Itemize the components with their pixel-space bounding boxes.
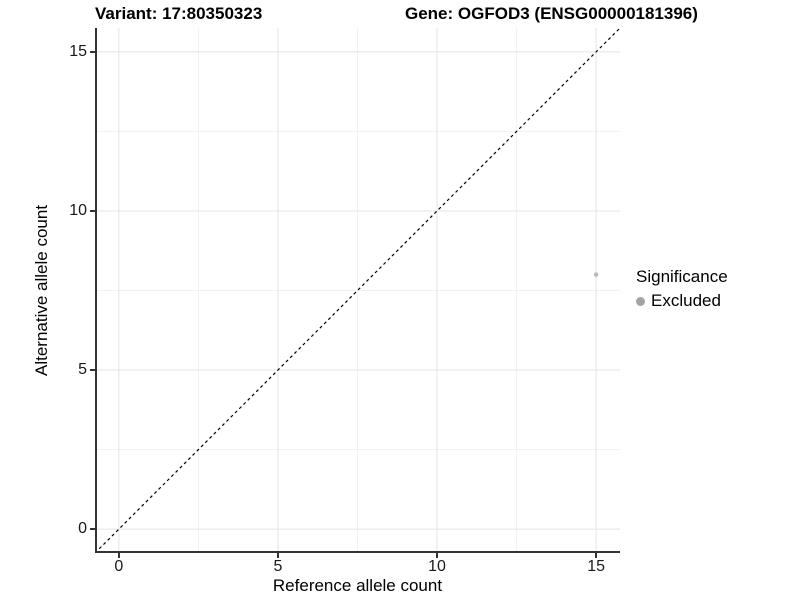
y-tick-mark [90,369,95,372]
y-tick-mark [90,528,95,531]
legend-title: Significance [636,267,728,286]
data-point [593,272,599,277]
x-tick-mark [276,553,279,558]
y-tick-label: 0 [78,520,87,538]
y-tick-label: 5 [78,361,87,379]
x-tick-mark [117,553,120,558]
x-tick-label: 15 [587,558,606,575]
y-axis-title: Alternative allele count [32,204,51,377]
y-tick-label: 15 [69,42,87,60]
identity-line [95,28,620,553]
y-tick-label: 10 [69,201,87,219]
x-axis-title: Reference allele count [272,576,443,595]
legend-point-swatch [636,296,645,306]
x-tick-mark [436,553,439,558]
legend-entry-excluded: Excluded [636,291,728,311]
y-tick-mark [90,50,95,53]
legend-entry-label: Excluded [651,291,721,310]
x-tick-mark [595,553,598,558]
plot-panel [95,28,620,553]
gene-title: Gene: OGFOD3 (ENSG00000181396) [405,4,698,23]
legend: Significance Excluded [636,267,728,311]
y-tick-mark [90,209,95,212]
plot-canvas [95,28,620,553]
x-tick-label: 5 [273,558,283,575]
x-tick-label: 10 [428,558,446,575]
variant-title: Variant: 17:80350323 [95,4,263,23]
x-tick-label: 0 [114,558,124,575]
